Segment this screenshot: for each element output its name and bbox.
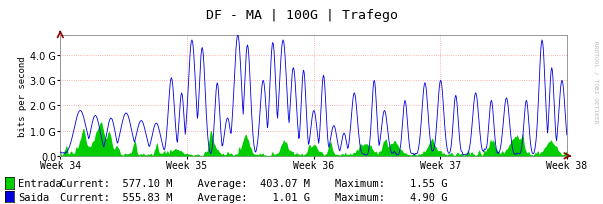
Text: Saida: Saida — [18, 192, 49, 202]
Text: RRDTOOL / TOBI OETIKER: RRDTOOL / TOBI OETIKER — [593, 41, 598, 123]
Text: Current:  577.10 M    Average:  403.07 M    Maximum:    1.55 G: Current: 577.10 M Average: 403.07 M Maxi… — [60, 178, 448, 188]
Text: DF - MA | 100G | Trafego: DF - MA | 100G | Trafego — [206, 9, 397, 22]
Text: Current:  555.83 M    Average:    1.01 G    Maximum:    4.90 G: Current: 555.83 M Average: 1.01 G Maximu… — [60, 192, 448, 202]
Y-axis label: bits per second: bits per second — [18, 56, 27, 136]
Text: Entrada: Entrada — [18, 178, 62, 188]
